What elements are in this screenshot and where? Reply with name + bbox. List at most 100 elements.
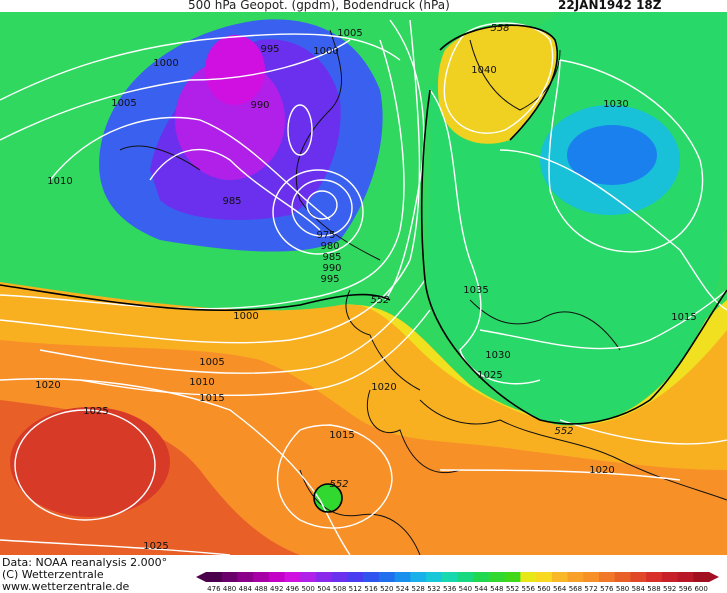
legend-value: 564 [553,585,567,592]
legend-swatch [394,572,411,582]
field-russian-blue-core [567,125,657,185]
legend-value: 536 [443,585,457,592]
legend-value: 492 [270,585,283,592]
pressure-label: 995 [320,274,339,285]
pressure-label: 1005 [337,28,362,39]
legend-value: 508 [333,585,346,592]
data-source-text: Data: NOAA reanalysis 2.000° [2,556,168,569]
legend-value: 512 [349,585,362,592]
legend-swatch [441,572,458,582]
legend-value: 540 [459,585,472,592]
legend-swatch [316,572,333,582]
legend-value: 572 [584,585,597,592]
legend-value: 568 [569,585,582,592]
legend-swatch [551,572,569,582]
pressure-label: 1025 [83,406,108,417]
chart-date: 22JAN1942 18Z [558,0,662,12]
legend-value: 588 [647,585,660,592]
pressure-label: 1020 [35,380,60,391]
legend-swatch [300,572,317,582]
legend-value: 548 [490,585,503,592]
legend-value: 544 [474,585,488,592]
coastlines [119,29,727,555]
legend-swatch [520,572,537,582]
legend-swatch [378,572,396,582]
legend-value: 520 [380,585,393,592]
pressure-label: 1000 [233,311,258,322]
legend-swatch [221,572,238,582]
pressure-labels: 1005 1000 995 1000 1005 990 985 975 980 … [35,28,696,552]
legend-value: 504 [317,585,331,592]
legend-swatch [284,572,301,582]
legend-swatch [614,572,631,582]
pressure-label: 1040 [471,65,496,76]
legend-arrow-right [709,572,719,582]
geopot-label: 558 [490,23,509,34]
legend-value: 484 [239,585,253,592]
pressure-label: 985 [222,196,241,207]
legend-swatch [693,572,710,582]
pressure-label: 1030 [485,350,510,361]
legend-value: 592 [663,585,676,592]
legend-swatch [661,572,679,582]
pressure-label: 980 [320,241,339,252]
chart-title: 500 hPa Geopot. (gpdm), Bodendruck (hPa) [188,0,450,12]
pressure-label: 1025 [477,370,502,381]
legend-swatch [457,572,474,582]
legend-swatch [598,572,616,582]
geopot-contours [0,24,727,513]
pressure-label: 1000 [313,46,338,57]
legend-arrow-left [196,572,206,582]
legend-value: 516 [364,585,378,592]
pressure-label: 1005 [111,98,136,109]
pressure-label: 1025 [143,541,168,552]
field-atlantic-high [10,407,170,517]
legend-swatch [677,572,694,582]
legend-swatch [268,572,286,582]
legend-value: 528 [412,585,425,592]
color-legend: 476 480 484 488 492 496 500 504 508 512 516 520 524 5… [196,572,719,592]
legend-swatch [473,572,490,582]
pressure-label: 1035 [463,285,488,296]
legend-swatch [426,572,443,582]
legend-swatch [646,572,663,582]
pressure-label: 1010 [189,377,214,388]
pressure-label: 1005 [199,357,224,368]
legend-swatch [567,572,584,582]
field-low-center [205,35,265,105]
legend-swatch [253,572,270,582]
website-text: www.wetterzentrale.de [2,580,130,593]
pressure-label: 1000 [153,58,178,69]
legend-value: 552 [506,585,519,592]
legend-value: 480 [223,585,236,592]
legend-swatch [504,572,521,582]
legend-value: 584 [632,585,646,592]
geopot-label: 552 [370,295,389,306]
legend-value: 496 [286,585,300,592]
legend-value: 500 [301,585,314,592]
legend-swatch [410,572,427,582]
legend-value: 596 [679,585,693,592]
legend-value: 576 [600,585,614,592]
legend-value: 600 [694,585,707,592]
legend-swatch [206,572,223,582]
legend-swatch [630,572,647,582]
legend-swatch [331,572,348,582]
pressure-label: 1020 [371,382,396,393]
pressure-label: 1010 [47,176,72,187]
pressure-label: 1015 [199,393,224,404]
geopot-label: 552 [329,479,348,490]
legend-swatch [363,572,380,582]
pressure-label: 990 [250,100,269,111]
pressure-label: 985 [322,252,341,263]
legend-swatch [536,572,553,582]
legend-value: 580 [616,585,629,592]
pressure-label: 1020 [589,465,614,476]
copyright-text: (C) Wetterzentrale [2,568,104,581]
isobars [0,19,727,555]
geopot-label: 552 [554,426,573,437]
pressure-label: 990 [322,263,341,274]
pressure-label: 1030 [603,99,628,110]
pressure-label: 1015 [329,430,354,441]
legend-value: 532 [427,585,440,592]
